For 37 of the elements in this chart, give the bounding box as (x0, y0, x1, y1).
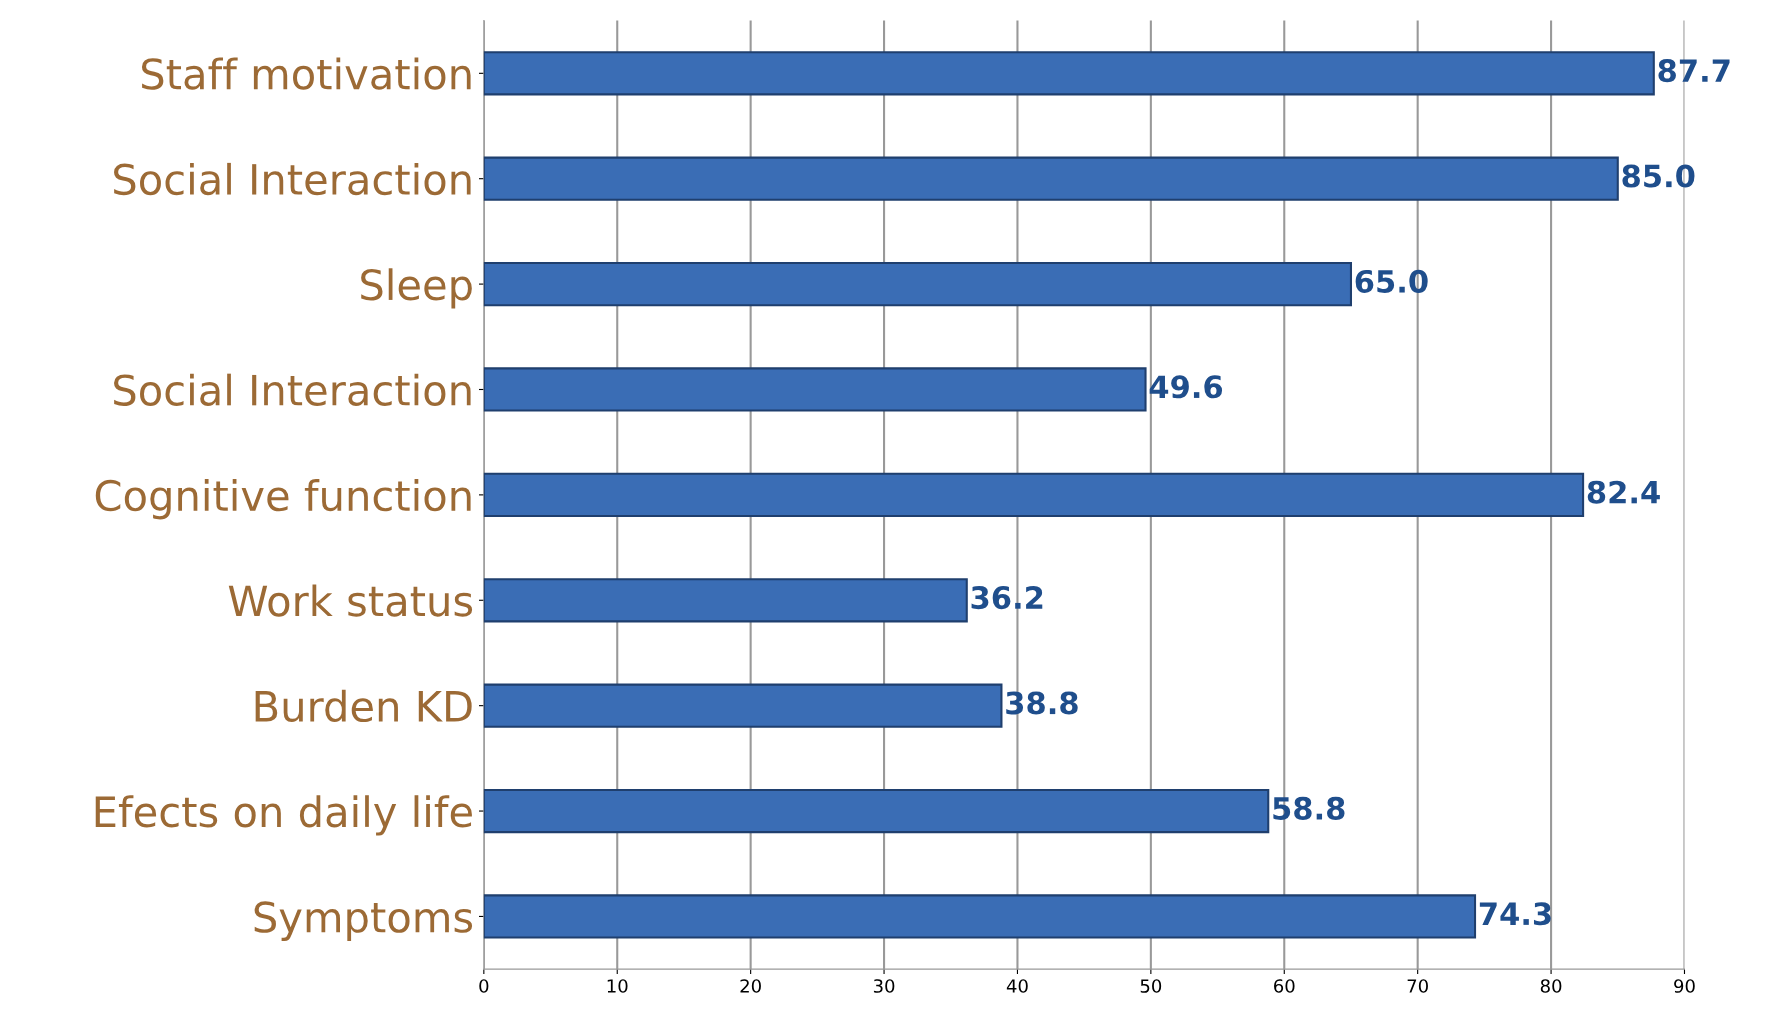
x-tick-label: 40 (1006, 979, 1028, 993)
bar (483, 683, 1003, 728)
y-tick-label: Staff motivation (141, 57, 471, 90)
x-tick-label: 70 (1407, 979, 1428, 993)
bar (483, 788, 1270, 834)
x-tick-label: 60 (1274, 979, 1295, 993)
x-tick-label: 30 (873, 979, 895, 993)
x-tick-label: 20 (740, 979, 761, 993)
data-label: 49.6 (1149, 375, 1223, 399)
y-tick-label: Burden KD (255, 689, 472, 723)
x-tick-label: 10 (607, 979, 628, 993)
bar (483, 894, 1477, 939)
data-label: 58.8 (1273, 796, 1345, 820)
data-label: 36.2 (971, 586, 1043, 610)
x-tick-label: 90 (1674, 979, 1695, 993)
x-tick-label: 80 (1540, 979, 1562, 993)
y-tick-label: Social Interaction (114, 373, 471, 406)
data-label: 38.8 (1006, 691, 1078, 715)
y-tick-label: Efects on daily life (95, 795, 472, 836)
bar (483, 156, 1619, 201)
bar (483, 51, 1655, 96)
bar (483, 367, 1147, 412)
y-tick-label: Cognitive function (95, 479, 471, 520)
y-tick-label: Work status (228, 584, 473, 617)
bar (483, 261, 1353, 307)
data-label: 85.0 (1622, 164, 1695, 188)
bar (483, 578, 968, 623)
bar (483, 472, 1585, 517)
y-tick-label: Sleep (361, 268, 472, 309)
data-label: 82.4 (1587, 480, 1660, 504)
x-tick-label: 50 (1140, 979, 1162, 993)
y-tick-label: Symptoms (254, 901, 473, 941)
data-label: 74.3 (1479, 902, 1551, 926)
x-tick-label: 0 (479, 979, 489, 993)
y-tick-label: Social Interaction (114, 162, 471, 196)
data-label: 65.0 (1355, 269, 1428, 293)
data-label: 87.7 (1658, 59, 1730, 83)
